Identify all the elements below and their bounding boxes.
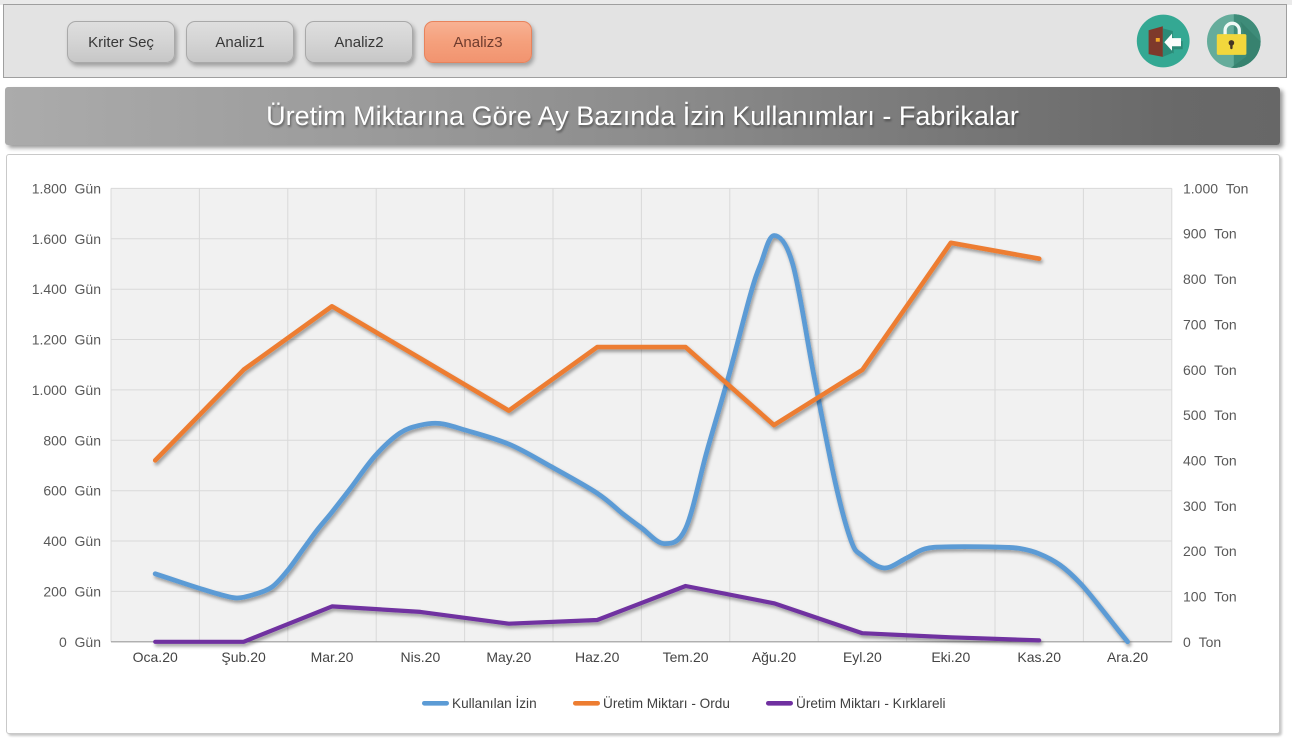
svg-text:400 Gün: 400 Gün xyxy=(43,533,101,549)
svg-text:Kullanılan İzin: Kullanılan İzin xyxy=(452,696,537,711)
svg-text:100 Ton: 100 Ton xyxy=(1183,589,1237,605)
svg-text:1.400 Gün: 1.400 Gün xyxy=(32,281,101,297)
svg-text:Mar.20: Mar.20 xyxy=(311,649,354,665)
svg-text:1.800 Gün: 1.800 Gün xyxy=(32,180,101,196)
svg-text:800 Ton: 800 Ton xyxy=(1183,271,1237,287)
svg-text:Tem.20: Tem.20 xyxy=(663,649,709,665)
svg-text:700 Ton: 700 Ton xyxy=(1183,316,1237,332)
svg-text:Kas.20: Kas.20 xyxy=(1017,649,1061,665)
svg-text:200 Ton: 200 Ton xyxy=(1183,543,1237,559)
svg-text:Şub.20: Şub.20 xyxy=(221,649,266,665)
svg-text:0 Ton: 0 Ton xyxy=(1183,634,1221,650)
svg-text:500 Ton: 500 Ton xyxy=(1183,407,1237,423)
svg-text:900 Ton: 900 Ton xyxy=(1183,226,1237,242)
svg-text:400 Ton: 400 Ton xyxy=(1183,452,1237,468)
svg-text:Ara.20: Ara.20 xyxy=(1107,649,1148,665)
svg-text:1.000 Gün: 1.000 Gün xyxy=(32,382,101,398)
svg-text:Oca.20: Oca.20 xyxy=(133,649,178,665)
svg-text:200 Gün: 200 Gün xyxy=(43,583,101,599)
svg-text:600 Ton: 600 Ton xyxy=(1183,362,1237,378)
svg-text:Ağu.20: Ağu.20 xyxy=(752,649,797,665)
svg-text:Eyl.20: Eyl.20 xyxy=(843,649,882,665)
svg-text:1.000 Ton: 1.000 Ton xyxy=(1183,180,1248,196)
svg-text:May.20: May.20 xyxy=(486,649,531,665)
svg-text:Nis.20: Nis.20 xyxy=(401,649,441,665)
svg-text:Üretim Miktarı - Ordu: Üretim Miktarı - Ordu xyxy=(603,696,730,711)
svg-text:300 Ton: 300 Ton xyxy=(1183,498,1237,514)
svg-text:1.600 Gün: 1.600 Gün xyxy=(32,231,101,247)
svg-text:Üretim Miktarı - Kırklareli: Üretim Miktarı - Kırklareli xyxy=(796,696,946,711)
svg-text:0 Gün: 0 Gün xyxy=(59,634,101,650)
svg-text:1.200 Gün: 1.200 Gün xyxy=(32,332,101,348)
svg-text:800 Gün: 800 Gün xyxy=(43,432,101,448)
svg-text:Haz.20: Haz.20 xyxy=(575,649,620,665)
svg-text:600 Gün: 600 Gün xyxy=(43,483,101,499)
svg-text:Eki.20: Eki.20 xyxy=(931,649,970,665)
